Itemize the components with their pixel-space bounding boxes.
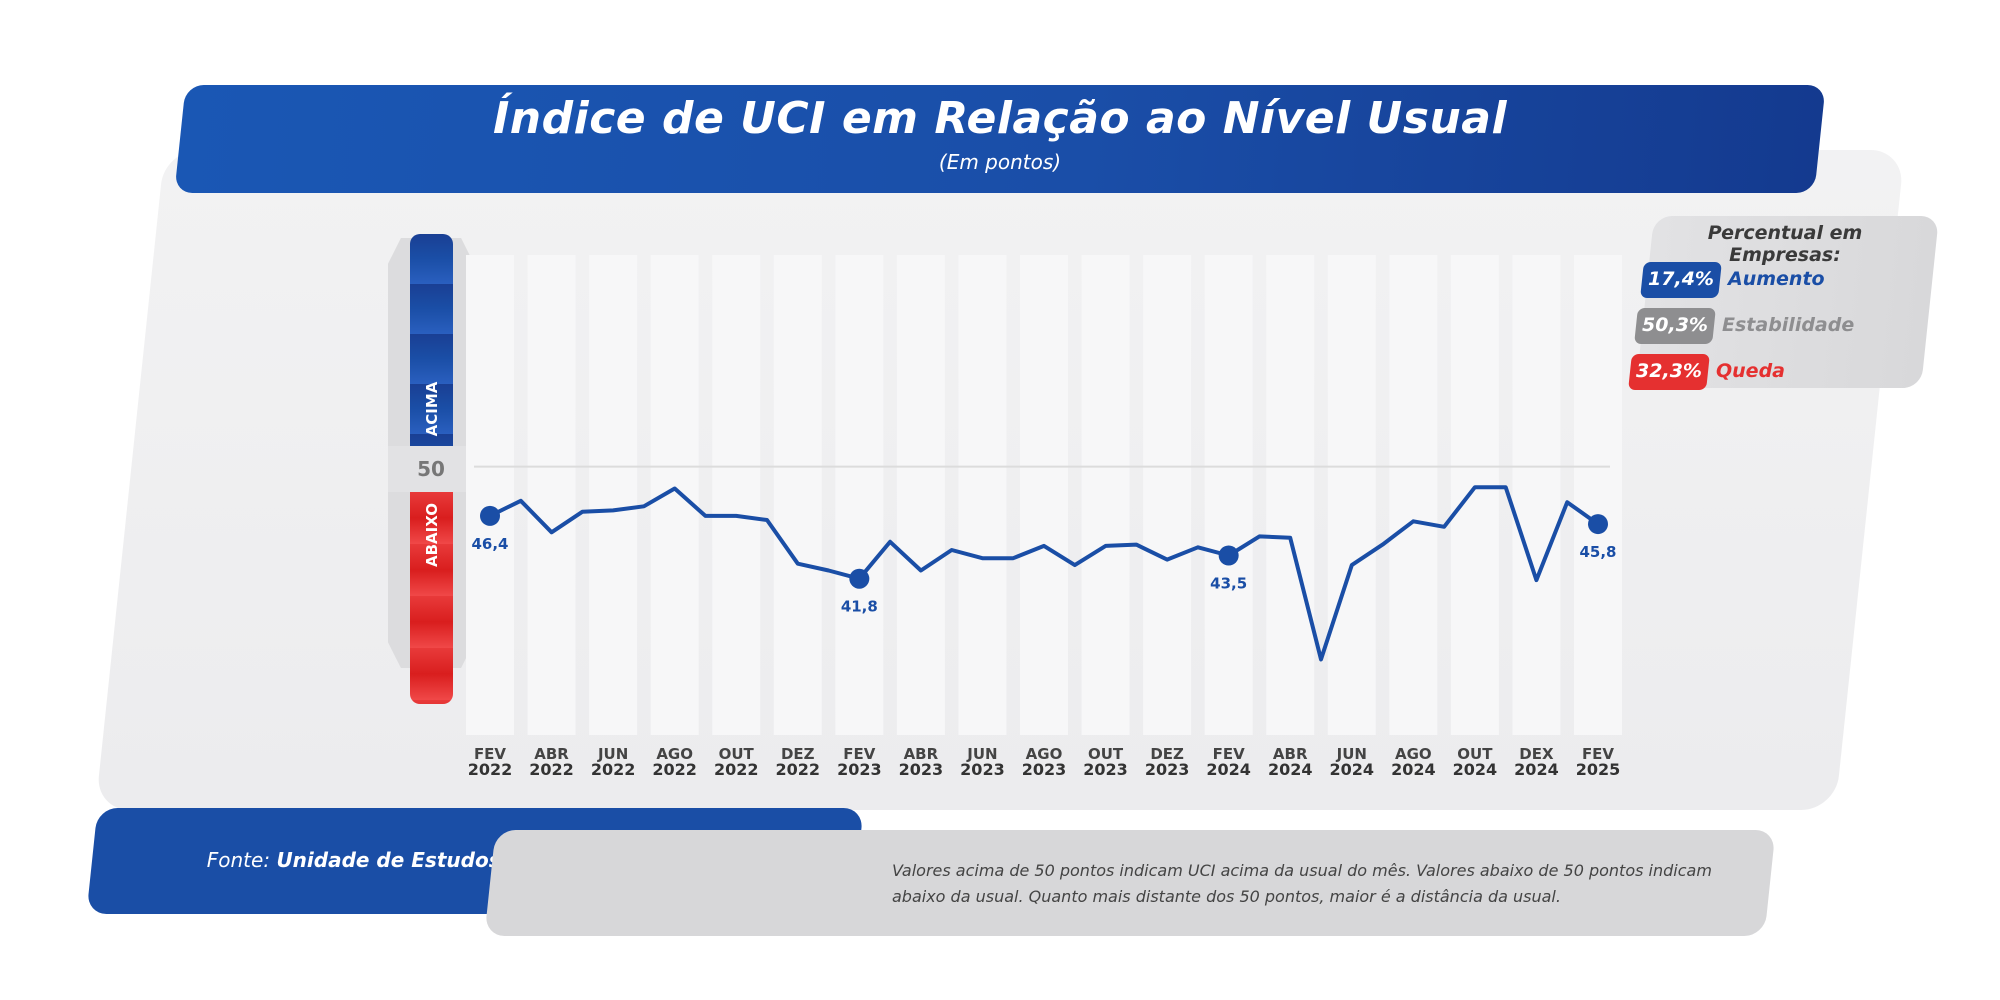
column-band xyxy=(650,255,699,735)
gauge-mid-value: 50 xyxy=(388,446,474,492)
x-tick-month: AGO xyxy=(1026,745,1063,763)
x-tick-year: 2022 xyxy=(714,760,759,779)
column-band xyxy=(1389,255,1438,735)
x-tick-year: 2024 xyxy=(1391,760,1436,779)
x-tick-year: 2023 xyxy=(960,760,1005,779)
source-prefix: Fonte: xyxy=(206,848,271,872)
column-band xyxy=(896,255,945,735)
x-tick-year: 2023 xyxy=(899,760,944,779)
x-tick-year: 2025 xyxy=(1576,760,1621,779)
data-label: 45,8 xyxy=(1579,543,1616,561)
data-label: 43,5 xyxy=(1210,575,1247,593)
x-tick-month: AGO xyxy=(1395,745,1432,763)
x-tick-month: FEV xyxy=(1582,745,1614,763)
x-tick-month: DEZ xyxy=(1150,745,1184,763)
x-tick-year: 2023 xyxy=(1022,760,1067,779)
legend-value-aumento: 17,4% xyxy=(1648,268,1714,290)
x-tick-month: OUT xyxy=(719,745,755,763)
chart-subtitle: (Em pontos) xyxy=(938,150,1062,174)
chart-title: Índice de UCI em Relação ao Nível Usual xyxy=(492,93,1508,144)
column-band xyxy=(1574,255,1622,735)
x-tick-year: 2024 xyxy=(1514,760,1559,779)
x-tick-year: 2022 xyxy=(529,760,574,779)
note-text: Valores acima de 50 pontos indicam UCI a… xyxy=(892,861,1712,906)
x-tick-month: AGO xyxy=(656,745,693,763)
column-band xyxy=(1512,255,1561,735)
x-tick-year: 2023 xyxy=(837,760,882,779)
column-band xyxy=(1204,255,1253,735)
column-band xyxy=(466,255,514,735)
column-band xyxy=(1143,255,1192,735)
x-tick-year: 2023 xyxy=(1145,760,1190,779)
legend-label-estabilidade: Estabilidade xyxy=(1722,314,1855,336)
x-tick-year: 2024 xyxy=(1268,760,1313,779)
x-tick-month: DEZ xyxy=(781,745,815,763)
legend-value-queda: 32,3% xyxy=(1636,360,1702,382)
column-band xyxy=(958,255,1007,735)
data-point-marker xyxy=(1218,545,1239,566)
column-band xyxy=(1327,255,1376,735)
column-band xyxy=(1020,255,1068,735)
column-band xyxy=(1266,255,1315,735)
data-point-marker xyxy=(1588,514,1608,535)
column-band xyxy=(712,255,761,735)
x-tick-month: FEV xyxy=(843,745,875,763)
x-tick-year: 2022 xyxy=(652,760,697,779)
column-band xyxy=(527,255,576,735)
x-tick-year: 2024 xyxy=(1330,760,1375,779)
column-band xyxy=(773,255,822,735)
gauge-above-bar xyxy=(410,234,453,446)
x-tick-month: OUT xyxy=(1088,745,1124,763)
column-band xyxy=(1081,255,1130,735)
x-tick-month: ABR xyxy=(534,745,569,763)
legend-title: Percentual em Empresas: xyxy=(1707,222,1863,266)
x-tick-month: FEV xyxy=(1213,745,1245,763)
column-band xyxy=(1450,255,1499,735)
data-label: 41,8 xyxy=(841,598,878,616)
gauge-below-bar xyxy=(410,492,453,704)
data-point-marker xyxy=(849,568,870,589)
legend-value-estabilidade: 50,3% xyxy=(1642,314,1708,336)
x-tick-month: ABR xyxy=(904,745,939,763)
x-tick-year: 2023 xyxy=(1083,760,1128,779)
legend-label-aumento: Aumento xyxy=(1728,268,1825,290)
x-tick-year: 2022 xyxy=(468,760,513,779)
legend-label-queda: Queda xyxy=(1716,360,1785,382)
x-tick-month: JUN xyxy=(597,745,628,763)
x-tick-month: JUN xyxy=(966,745,997,763)
series-line xyxy=(489,485,1600,662)
x-tick-year: 2022 xyxy=(776,760,821,779)
x-tick-month: FEV xyxy=(474,745,506,763)
x-tick-year: 2024 xyxy=(1206,760,1251,779)
x-tick-month: ABR xyxy=(1273,745,1308,763)
data-label: 46,4 xyxy=(471,535,508,553)
x-tick-month: DEX xyxy=(1519,745,1554,763)
x-tick-year: 2024 xyxy=(1453,760,1498,779)
column-band xyxy=(835,255,884,735)
x-tick-month: JUN xyxy=(1336,745,1367,763)
x-tick-month: OUT xyxy=(1457,745,1493,763)
x-tick-year: 2022 xyxy=(591,760,636,779)
column-band xyxy=(589,255,638,735)
data-point-marker xyxy=(480,505,500,526)
